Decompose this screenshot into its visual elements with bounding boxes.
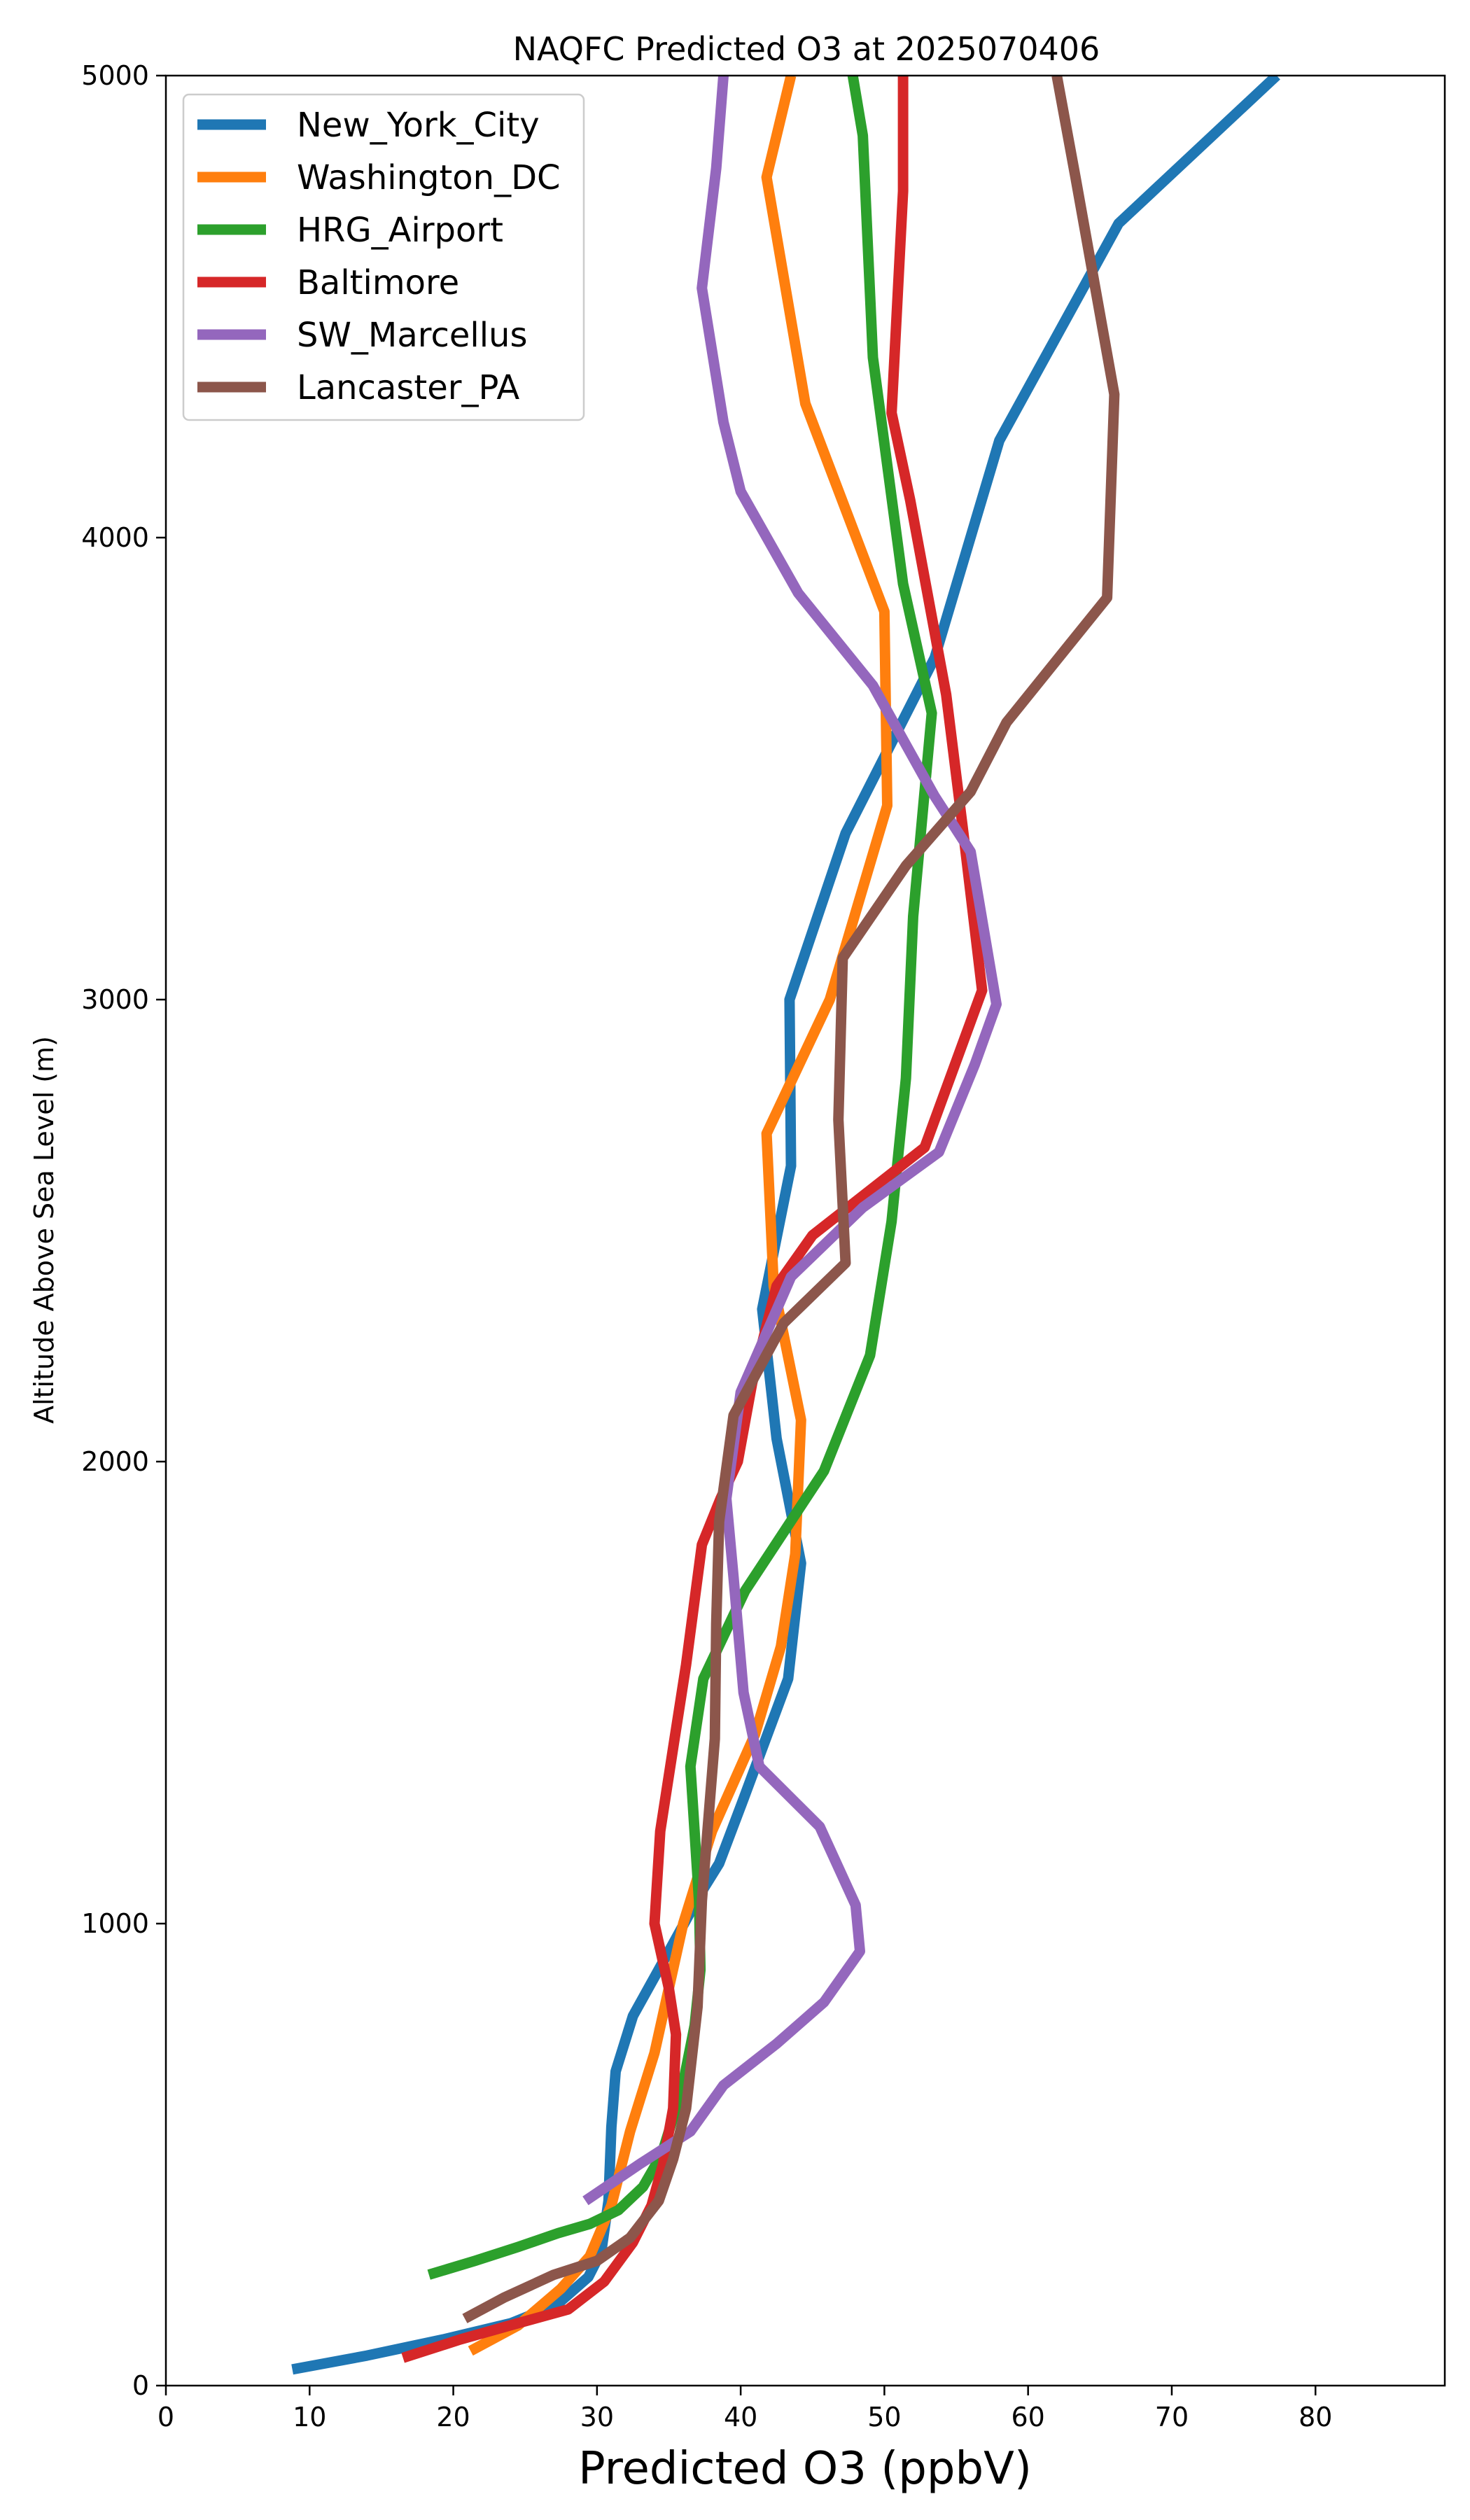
- legend-label: Baltimore: [297, 263, 459, 302]
- y-tick-label: 2000: [81, 1446, 149, 1477]
- x-tick-label: 10: [293, 2402, 326, 2432]
- series-line-HRG_Airport: [427, 76, 937, 2280]
- plot-area: [166, 76, 1445, 2386]
- legend-label: HRG_Airport: [297, 211, 503, 250]
- x-tick-label: 20: [436, 2402, 470, 2432]
- x-tick-label: 80: [1298, 2402, 1332, 2432]
- legend-entry-HRG_Airport: HRG_Airport: [197, 211, 503, 250]
- legend-label: SW_Marcellus: [297, 316, 527, 355]
- y-tick-label: 5000: [81, 60, 149, 91]
- x-axis-label: Predicted O3 (ppbV): [578, 2443, 1032, 2495]
- y-tick-label: 3000: [81, 984, 149, 1015]
- x-tick-label: 50: [867, 2402, 901, 2432]
- legend-entry-Lancaster_PA: Lancaster_PA: [197, 368, 519, 407]
- legend-entry-Baltimore: Baltimore: [197, 263, 459, 302]
- legend-label: New_York_City: [297, 106, 540, 145]
- legend-entry-SW_Marcellus: SW_Marcellus: [197, 316, 527, 355]
- x-tick-label: 40: [724, 2402, 757, 2432]
- legend-entry-New_York_City: New_York_City: [197, 106, 540, 145]
- series-lines: [291, 76, 1280, 2375]
- y-tick-label: 0: [132, 2370, 149, 2401]
- x-tick-label: 30: [580, 2402, 614, 2432]
- x-axis: 0 10 20 30 40 50 60 70 80: [158, 2386, 1332, 2432]
- x-tick-label: 0: [158, 2402, 174, 2432]
- legend-box: [182, 93, 585, 421]
- legend-label: Lancaster_PA: [297, 368, 519, 407]
- y-axis-label: Altitude Above Sea Level (m): [29, 1036, 59, 1424]
- series-line-Lancaster_PA: [462, 76, 1120, 2323]
- legend-label: Washington_DC: [297, 158, 561, 197]
- y-tick-label: 4000: [81, 522, 149, 553]
- series-line-New_York_City: [291, 76, 1280, 2375]
- y-axis: 0 1000 2000 3000 4000 5000: [81, 60, 166, 2401]
- legend: New_York_City Washington_DC HRG_Airport Bal…: [182, 93, 585, 421]
- legend-entry-Washington_DC: Washington_DC: [197, 158, 561, 197]
- series-line-Baltimore: [401, 76, 988, 2363]
- x-tick-label: 60: [1011, 2402, 1045, 2432]
- chart-title: NAQFC Predicted O3 at 2025070406: [513, 30, 1100, 68]
- plot-frame: [164, 74, 1446, 2387]
- x-tick-label: 70: [1155, 2402, 1189, 2432]
- series-line-SW_Marcellus: [582, 76, 1002, 2206]
- series-line-Washington_DC: [468, 76, 892, 2356]
- y-tick-label: 1000: [81, 1908, 149, 1939]
